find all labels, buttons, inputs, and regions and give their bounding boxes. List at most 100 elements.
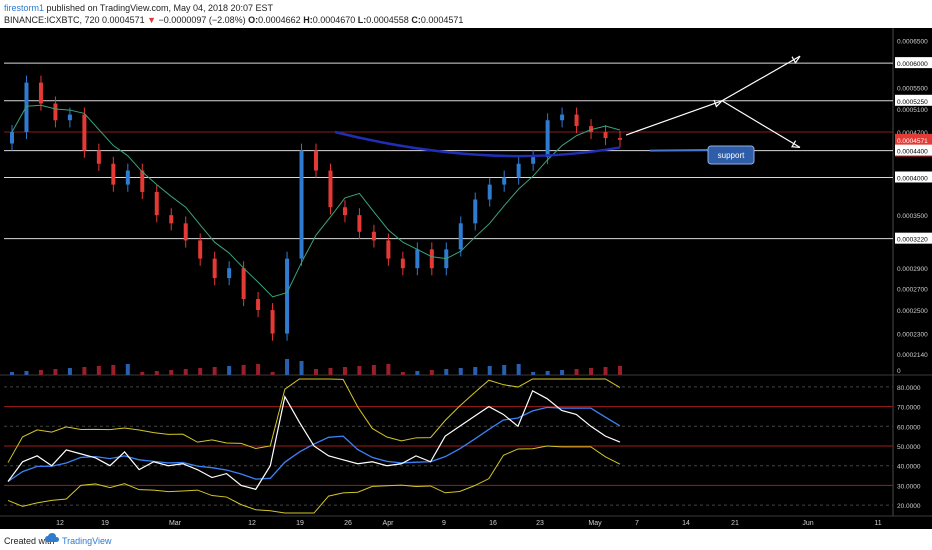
x-axis-tick: 26 <box>344 520 352 527</box>
x-axis-tick: 19 <box>101 520 109 527</box>
candle-body <box>82 114 87 151</box>
candle-body <box>67 114 72 121</box>
last-price: 0.0004571 <box>102 15 145 25</box>
rsi-axis-tick: 30.0000 <box>897 483 921 490</box>
volume-bar <box>444 369 449 375</box>
rsi-axis-tick: 40.0000 <box>897 464 921 471</box>
level-price-box <box>895 171 932 183</box>
volume-bar <box>603 367 608 375</box>
volume-bar <box>545 371 550 375</box>
tradingview-cloud-icon <box>45 533 59 545</box>
volume-bar <box>256 364 261 375</box>
close-label: C: <box>411 15 421 25</box>
footer: Created with TradingView <box>0 530 932 550</box>
candle-body <box>111 163 116 185</box>
open-value: 0.0004662 <box>258 15 301 25</box>
level-price-box <box>895 57 932 69</box>
x-axis-tick: May <box>588 520 602 527</box>
candle-body <box>603 132 608 139</box>
candle-body <box>96 150 101 164</box>
support-callout-pointer <box>649 149 709 152</box>
volume-bar <box>400 372 405 375</box>
level-price-box <box>895 94 932 106</box>
price-axis-tick: 0.0004000 <box>897 175 928 182</box>
level-price-box <box>895 232 932 244</box>
volume-bar <box>342 367 347 375</box>
price-axis-tick: 0.0002900 <box>897 266 928 273</box>
close-value: 0.0004571 <box>420 15 464 25</box>
volume-bar <box>96 366 101 375</box>
level-price-box <box>895 144 932 156</box>
volume-bar <box>154 371 159 375</box>
created-with-text: Created with <box>4 536 55 546</box>
price-axis-tick: 0.0002500 <box>897 308 928 315</box>
volume-bar <box>314 369 318 375</box>
candle-body <box>285 258 290 334</box>
candle-body <box>10 132 14 144</box>
bollinger-upper-band <box>7 378 621 463</box>
candle-body <box>516 163 521 178</box>
volume-bar <box>140 372 145 375</box>
candle-body <box>183 223 188 241</box>
low-value: 0.0004558 <box>366 15 409 25</box>
tradingview-brand[interactable]: TradingView <box>62 536 112 546</box>
volume-bar <box>212 367 217 375</box>
x-axis-tick: 12 <box>248 520 256 527</box>
volume-bar <box>531 372 536 375</box>
candle-body <box>125 170 130 185</box>
price-axis-tick: 0.0005250 <box>897 99 928 106</box>
price-axis-tick: 0.0002140 <box>897 352 928 359</box>
chart-area[interactable]: support 0.0006500 0.0006000 0.0005500 0.0005… <box>0 28 932 529</box>
volume-bar <box>371 365 376 375</box>
candle-body <box>618 138 622 140</box>
volume-bar <box>574 369 579 375</box>
x-axis-tick: 12 <box>56 520 64 527</box>
author-link[interactable]: firestorm1 <box>4 3 45 13</box>
candle-body <box>574 114 579 127</box>
candle-body <box>24 82 29 133</box>
x-axis-tick: 14 <box>682 520 690 527</box>
volume-bar <box>111 365 116 375</box>
last-price-box <box>895 133 932 145</box>
volume-bar <box>38 370 43 375</box>
support-curve <box>334 130 621 158</box>
price-axis-tick: 0.0002700 <box>897 286 928 293</box>
volume-bar <box>183 369 188 375</box>
volume-bar <box>589 368 594 375</box>
candle-body <box>140 170 145 192</box>
high-label: H: <box>303 15 313 25</box>
projection-arrow-up <box>625 100 723 136</box>
chart-svg: support 0.0006500 0.0006000 0.0005500 0.0005… <box>0 28 932 527</box>
price-change: −0.0000097 (−2.08%) <box>158 15 246 25</box>
volume-bar <box>357 366 362 375</box>
projection-arrow-up-2 <box>721 55 801 102</box>
x-axis-tick: Mar <box>169 520 182 527</box>
volume-bar <box>53 369 58 375</box>
volume-bar <box>328 368 333 375</box>
volume-bar <box>487 366 492 375</box>
x-axis-tick: 19 <box>296 520 304 527</box>
candle-body <box>342 207 347 216</box>
candle-body <box>198 240 203 259</box>
x-axis-tick: 16 <box>489 520 497 527</box>
candle-body <box>38 82 43 104</box>
volume-bar <box>24 371 29 375</box>
price-axis-tick: 0.0005500 <box>897 86 928 93</box>
candle-body <box>357 215 362 232</box>
candle-body <box>328 170 333 208</box>
arrowhead-icon <box>791 140 801 149</box>
candle-body <box>227 268 232 279</box>
volume-bar <box>125 364 130 375</box>
support-label: support <box>718 151 745 160</box>
rsi-line <box>7 389 621 491</box>
arrowhead-icon <box>791 55 801 64</box>
volume-bar <box>516 364 521 375</box>
volume-bar <box>386 364 391 375</box>
price-axis-tick: 0.0004700 <box>897 130 928 137</box>
volume-bar <box>429 370 434 375</box>
volume-bar <box>169 370 174 375</box>
candle-body <box>212 258 217 279</box>
candle-body <box>299 150 304 259</box>
price-axis-tick: 0.0004400 <box>897 149 928 156</box>
volume-bar <box>299 361 304 375</box>
